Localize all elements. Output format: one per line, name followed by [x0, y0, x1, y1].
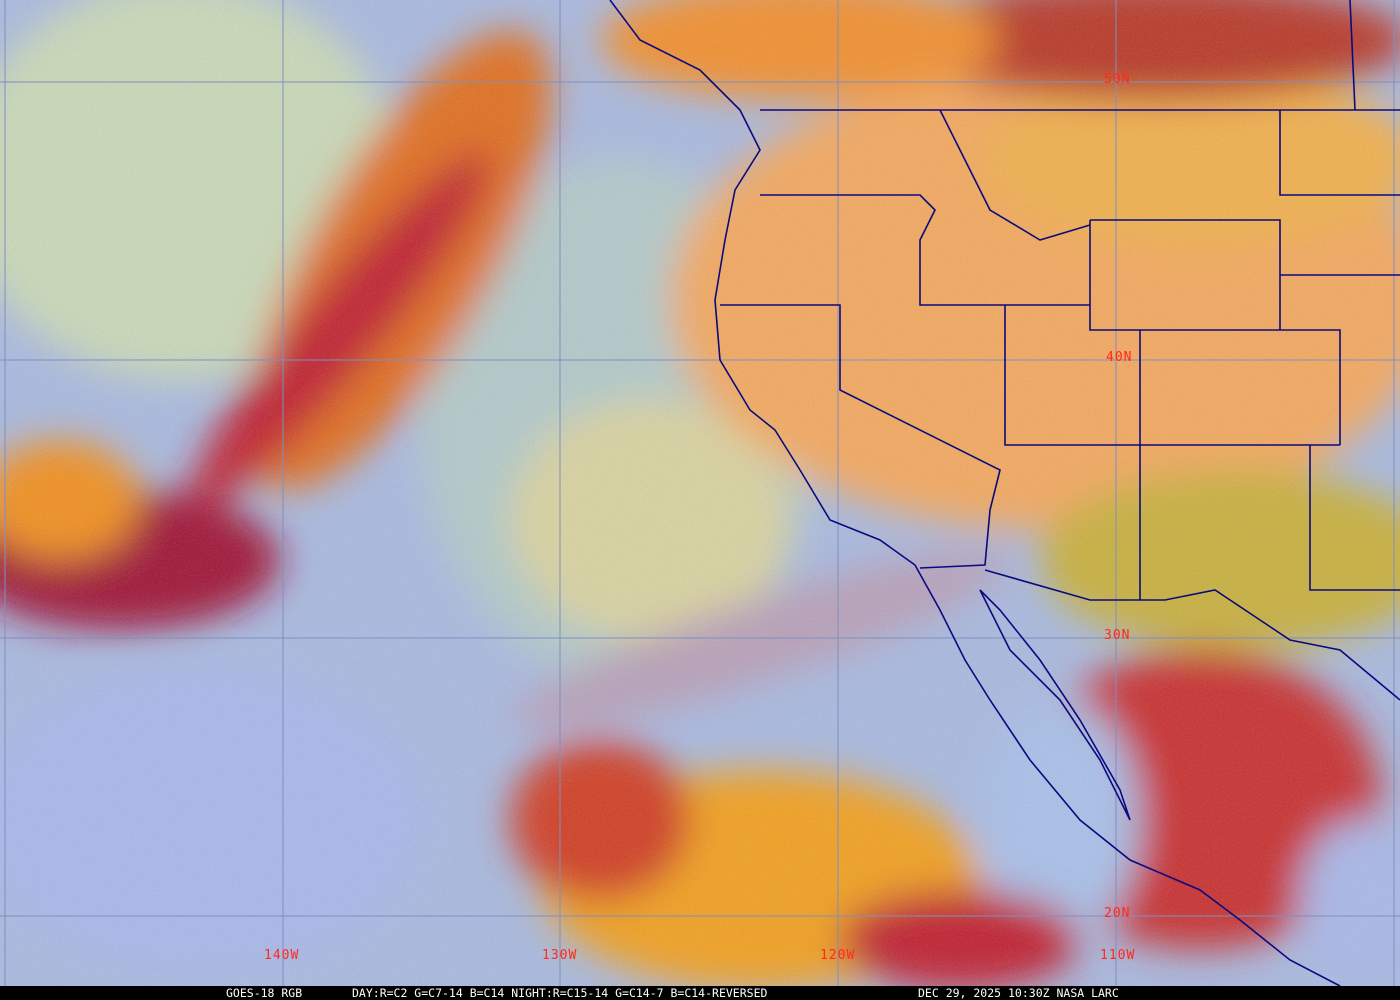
latitude-label-40n: 40N: [1106, 350, 1133, 365]
rgb-recipe: DAY:R=C2 G=C7-14 B=C14 NIGHT:R=C15-14 G=…: [352, 986, 768, 1000]
longitude-label-120w: 120W: [820, 948, 856, 963]
latitude-label-50n: 50N: [1104, 72, 1131, 87]
longitude-label-130w: 130W: [542, 948, 578, 963]
caption-bar: GOES-18 RGB DAY:R=C2 G=C7-14 B=C14 NIGHT…: [0, 986, 1400, 1000]
product-name: GOES-18 RGB: [226, 986, 303, 1000]
longitude-label-110w: 110W: [1100, 948, 1136, 963]
longitude-label-140w: 140W: [264, 948, 300, 963]
timestamp: DEC 29, 2025 10:30Z NASA LARC: [918, 986, 1119, 1000]
latitude-label-20n: 20N: [1104, 906, 1131, 921]
political-boundaries: [609, 0, 1400, 986]
latitude-label-30n: 30N: [1104, 628, 1131, 643]
